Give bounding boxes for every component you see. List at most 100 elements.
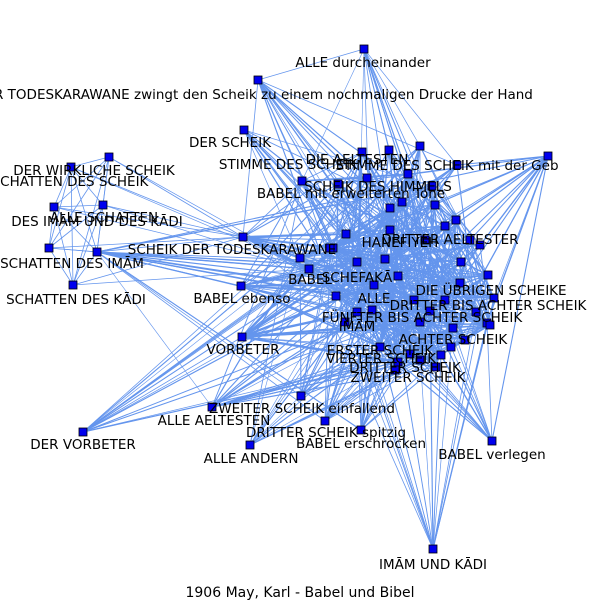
- graph-edge: [413, 299, 452, 348]
- graph-edge: [329, 247, 493, 442]
- node-label: SCHEFAKĀ: [322, 269, 393, 286]
- node-label: SCHATTEN DES IMĀM: [0, 255, 144, 272]
- node-label: VIERTER SCHEIK: [326, 351, 437, 367]
- graph-edge: [70, 156, 110, 168]
- graph-node: [352, 257, 362, 267]
- graph-node: [236, 281, 246, 291]
- graph-node: [390, 365, 400, 375]
- graph-node: [375, 342, 385, 352]
- graph-edge: [53, 206, 244, 238]
- graph-node: [68, 280, 78, 290]
- node-label: SCHEIK DES HIMMELS: [304, 179, 452, 195]
- graph-node: [49, 202, 59, 212]
- graph-edge: [409, 353, 493, 442]
- node-label: DER WIRKLICHE SCHEIK: [13, 163, 176, 179]
- node-label: VORBETER: [207, 342, 280, 358]
- graph-edge: [356, 48, 365, 313]
- graph-edge: [82, 268, 310, 433]
- graph-edge: [469, 155, 549, 241]
- node-label: ERSTER SCHEIK: [327, 343, 435, 359]
- node-label: ALLE: [358, 291, 391, 307]
- graph-edge: [242, 79, 259, 238]
- graph-edge: [419, 145, 489, 276]
- graph-edge: [257, 79, 347, 235]
- graph-edge: [431, 185, 457, 221]
- graph-edge: [249, 229, 391, 446]
- graph-edge: [337, 183, 462, 263]
- graph-node: [446, 342, 456, 352]
- graph-edge: [241, 320, 421, 339]
- graph-edge: [491, 155, 549, 442]
- graph-edge: [308, 268, 434, 550]
- graph-node: [357, 147, 367, 157]
- graph-edge: [301, 180, 434, 550]
- graph-edge: [324, 346, 381, 422]
- graph-node: [430, 200, 440, 210]
- graph-edge: [243, 129, 433, 187]
- graph-node: [397, 197, 407, 207]
- node-label: IMĀM UND KĀDI: [379, 556, 487, 573]
- graph-edge: [332, 155, 549, 249]
- graph-edge: [419, 359, 493, 442]
- graph-edge: [242, 236, 358, 263]
- graph-edge: [257, 79, 457, 221]
- graph-edge: [243, 129, 421, 323]
- graph-edge: [299, 257, 302, 397]
- node-label: DRITTER SCHEIK: [349, 360, 462, 376]
- edge-layer: [48, 48, 549, 550]
- node-label: DRITTER BIS ACHTER SCHEIK: [390, 298, 588, 314]
- graph-node: [333, 179, 343, 189]
- graph-node: [340, 317, 350, 327]
- graph-edge: [82, 282, 461, 433]
- graph-edge: [82, 177, 368, 433]
- graph-edge: [243, 129, 466, 341]
- graph-edge: [360, 299, 415, 431]
- graph-edge: [407, 173, 457, 221]
- graph-edge: [389, 229, 493, 442]
- graph-edge: [70, 166, 98, 253]
- graph-edge: [48, 236, 244, 249]
- graph-edge: [249, 257, 301, 446]
- node-label: DIE AELTESTEN: [306, 152, 409, 168]
- graph-edge: [363, 48, 458, 166]
- graph-node: [428, 544, 438, 554]
- graph-node: [483, 270, 493, 280]
- graph-node: [415, 317, 425, 327]
- graph-edge: [384, 258, 434, 550]
- graph-node: [440, 295, 450, 305]
- graph-edge: [48, 156, 110, 249]
- node-label: ALLE ANDERN: [204, 451, 299, 467]
- node-label: SCHATTEN DES KĀDI: [6, 291, 146, 308]
- node-label: ALLE durcheinander: [295, 55, 431, 71]
- graph-edge: [242, 180, 303, 238]
- node-label: DRITTER SCHEIK spitzig: [246, 425, 406, 441]
- graph-edge: [337, 183, 493, 442]
- graph-edge: [455, 219, 491, 326]
- graph-edge: [72, 236, 244, 286]
- graph-edge: [456, 155, 549, 166]
- graph-edge: [335, 295, 452, 348]
- graph-node: [405, 349, 415, 359]
- graph-node: [237, 332, 247, 342]
- graph-edge: [431, 185, 481, 246]
- graph-node: [440, 221, 450, 231]
- graph-edge: [53, 206, 98, 253]
- graph-edge: [82, 310, 431, 433]
- graph-edge: [96, 251, 242, 287]
- graph-edge: [243, 129, 446, 227]
- graph-edge: [211, 321, 346, 408]
- graph-edge: [82, 145, 421, 433]
- graph-edge: [301, 151, 363, 182]
- graph-edge: [102, 204, 310, 270]
- graph-edge: [324, 239, 426, 422]
- graph-node: [452, 160, 462, 170]
- graph-edge: [241, 268, 310, 338]
- graph-edge: [324, 247, 331, 422]
- graph-node: [331, 291, 341, 301]
- node-label: STIMME DES SCHEIK mit der Geb: [335, 158, 558, 174]
- graph-edge: [48, 247, 74, 286]
- graph-node: [425, 306, 435, 316]
- graph-node: [341, 229, 351, 239]
